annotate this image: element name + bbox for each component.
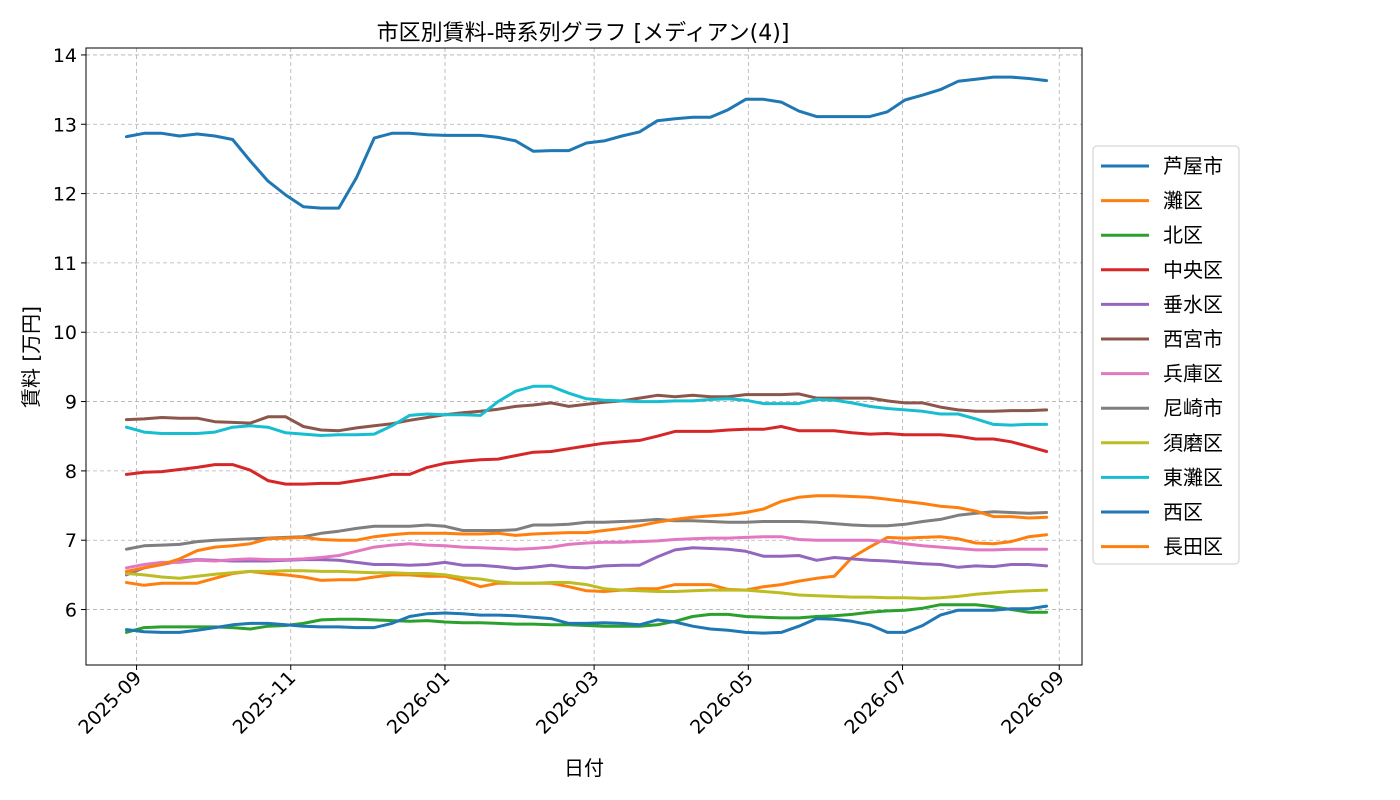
series-line [124,604,1049,635]
legend-label: 灘区 [1163,189,1203,213]
legend-label: 中央区 [1163,258,1223,282]
y-tick-label: 7 [65,530,77,552]
series-line [124,535,1049,570]
series-line [124,75,1049,210]
legend-label: 須磨区 [1163,431,1223,455]
y-axis-title: 賃料 [万円] [19,306,43,408]
series-line [124,569,1049,600]
y-tick-label: 11 [53,253,77,275]
y-tick-label: 14 [53,45,77,67]
series-line [124,425,1049,486]
legend-label: 西区 [1163,500,1203,524]
legend-label: 尼崎市 [1163,396,1223,420]
series-line [124,533,1049,593]
legend-label: 長田区 [1163,535,1223,559]
y-axis: 6 7 8 9 10 11 12 13 14 [53,45,86,622]
y-tick-label: 13 [53,114,77,136]
y-tick-label: 12 [53,184,77,206]
y-tick-label: 10 [53,322,77,344]
legend-label: 西宮市 [1163,327,1223,351]
series-line [124,392,1049,433]
legend-label: 兵庫区 [1163,362,1223,386]
series-line [124,494,1049,573]
series-layer [124,75,1049,635]
legend-frame [1092,145,1240,565]
y-tick-label: 9 [65,392,77,414]
legend-label: 垂水区 [1163,292,1223,316]
series-line [124,384,1049,437]
x-axis-title: 日付 [564,756,604,780]
plot-frame [85,47,1083,666]
y-tick-label: 6 [65,600,77,622]
legend-label: 北区 [1163,223,1203,247]
chart-title: 市区別賃料-時系列グラフ [メディアン(4)] [377,21,790,46]
legend-label: 芦屋市 [1163,154,1223,178]
y-tick-label: 8 [65,461,77,483]
legend-label: 東灘区 [1163,465,1223,489]
